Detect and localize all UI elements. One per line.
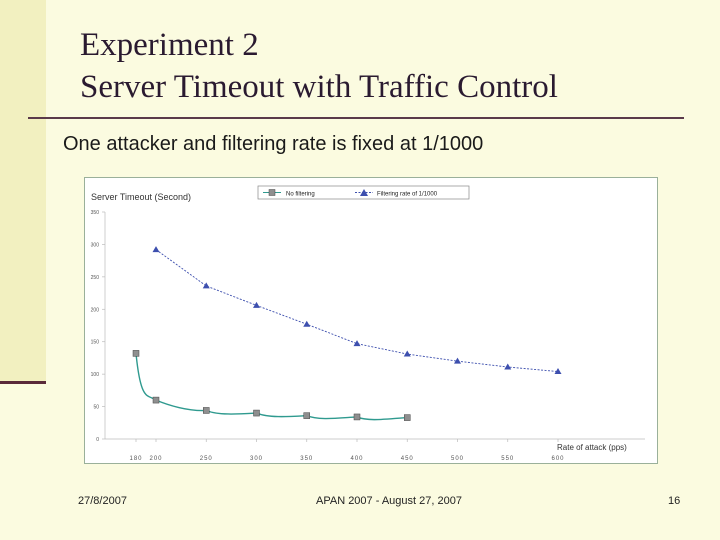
server-timeout-chart: Server Timeout (Second) No filtering Fil…	[91, 185, 645, 462]
slide-title-line-1: Experiment 2	[80, 27, 259, 63]
x-tick-label: 180	[129, 456, 142, 462]
x-tick-label: 300	[250, 456, 263, 462]
slide-title: Experiment 2 Server Timeout with Traffic…	[80, 24, 558, 108]
x-tick-label: 350	[300, 456, 313, 462]
x-tick-label: 500	[451, 456, 464, 462]
y-tick-label: 200	[91, 307, 100, 313]
x-tick-label: 450	[401, 456, 414, 462]
footer-event: APAN 2007 - August 27, 2007	[316, 495, 462, 507]
data-point-filtering	[202, 282, 210, 289]
data-point-filtering	[253, 301, 260, 308]
chart-legend: No filtering Filtering rate of 1/1000	[257, 185, 470, 200]
data-point-no-filtering	[253, 409, 260, 417]
data-point-no-filtering	[404, 414, 411, 421]
y-tick-label: 350	[91, 210, 100, 216]
data-point-filtering	[152, 246, 160, 253]
slide-title-line-2: Server Timeout with Traffic Control	[80, 69, 558, 105]
x-tick-label: 600	[551, 456, 564, 462]
data-point-filtering	[353, 340, 361, 347]
y-tick-label: 250	[91, 275, 100, 281]
y-tick-label: 50	[93, 405, 99, 411]
legend-marker-filtering	[360, 189, 368, 196]
legend-marker-no-filtering	[268, 189, 276, 196]
y-tick-label: 100	[91, 372, 100, 378]
x-tick-label: 400	[350, 456, 363, 462]
data-point-no-filtering	[203, 407, 210, 414]
x-tick-label: 250	[200, 456, 213, 462]
legend-label-filtering: Filtering rate of 1/1000	[377, 192, 438, 198]
title-divider	[28, 117, 684, 119]
series-layer	[132, 246, 562, 421]
x-tick-label: 200	[149, 456, 162, 462]
x-tick-label: 550	[501, 456, 514, 462]
side-accent-bar	[0, 0, 46, 383]
chart-title: Server Timeout (Second)	[91, 192, 191, 202]
data-point-no-filtering	[152, 396, 160, 404]
data-point-no-filtering	[132, 350, 140, 357]
series-line-filtering	[155, 249, 559, 372]
x-axis-label: Rate of attack (pps)	[557, 443, 627, 452]
slide-subtitle: One attacker and filtering rate is fixed…	[63, 133, 484, 155]
side-accent-underline	[0, 381, 46, 384]
y-tick-label: 150	[91, 340, 100, 346]
y-tick-label: 0	[96, 437, 99, 443]
chart-panel: Server Timeout (Second) No filtering Fil…	[84, 177, 658, 464]
data-point-filtering	[554, 368, 562, 375]
y-tick-label: 300	[91, 242, 100, 248]
y-axis-ticks: 0 50 100 150 200 250 300 350	[91, 210, 105, 443]
series-line-no-filtering	[135, 353, 408, 421]
data-point-filtering	[403, 350, 411, 357]
footer-date: 27/8/2007	[78, 495, 127, 507]
data-point-filtering	[303, 320, 311, 327]
x-axis-ticks: 180 200 250 300 350 400 450 500 550 600	[129, 439, 564, 462]
legend-label-no-filtering: No filtering	[286, 192, 315, 198]
data-point-filtering	[454, 357, 461, 364]
data-point-no-filtering	[353, 413, 361, 421]
data-point-filtering	[504, 363, 512, 370]
data-point-no-filtering	[303, 412, 310, 419]
page-number: 16	[668, 495, 681, 507]
